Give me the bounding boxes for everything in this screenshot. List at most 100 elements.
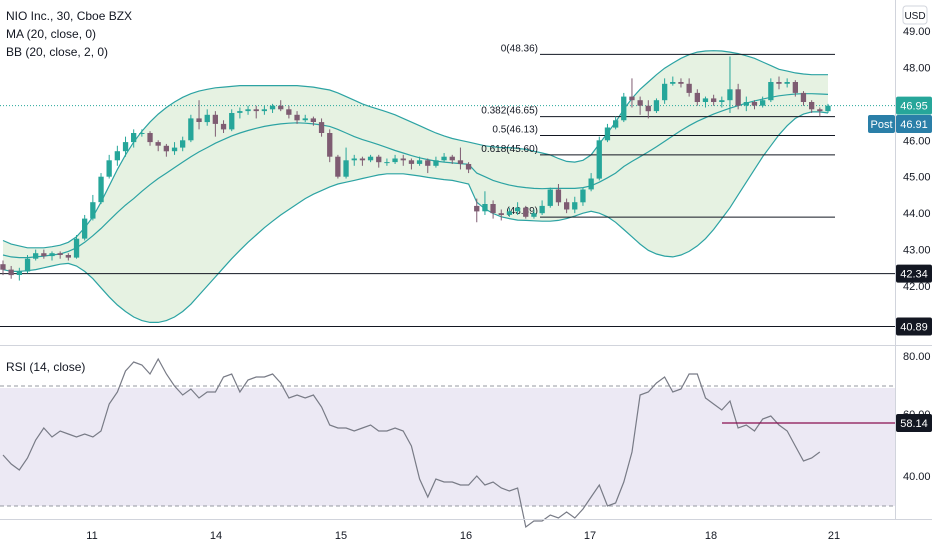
candle-body [49,253,55,257]
price-tick-label: 45.00 [903,172,931,184]
candle-body [727,89,733,101]
candle-body [204,114,210,123]
candle-body [114,151,120,161]
candle-body [98,176,104,203]
candle-body [743,102,749,106]
candle-body [122,142,129,152]
fib-label-1: 0.382(46.65) [481,106,538,117]
candle-body [139,133,145,134]
candle-body [376,156,382,163]
candle-body [686,83,692,93]
rsi-line [2,357,821,529]
candle-body [278,105,284,110]
candle-body [514,207,521,212]
candle-body [253,109,259,112]
candle-body [825,105,831,112]
candle-body [24,258,31,272]
candle-body [735,89,741,106]
candle-body [351,158,357,161]
candle-body [792,82,798,93]
time-tick-label: 21 [828,530,840,542]
candle-body [359,158,366,161]
candle-body [33,253,39,259]
candle-body [310,118,316,122]
candle-body [0,264,6,270]
candle-body [653,100,660,112]
time-axis[interactable]: 11 14 15 16 17 18 21 [86,530,840,542]
candle-body [457,160,464,164]
candle-body [294,114,300,121]
bb-legend[interactable]: BB (20, close, 2, 0) [6,45,108,59]
time-tick-label: 17 [584,530,596,542]
fib-label-2: 0.5(46.13) [492,125,538,136]
rsi-badge: 58.14 [900,418,928,430]
candle-body [416,160,423,164]
candle-body [768,82,774,101]
candle-body [433,160,439,166]
candle-body [229,113,235,130]
price-tick-label: 46.00 [903,135,931,147]
candle-body [367,156,374,161]
candle-body [465,164,472,170]
candle-body [237,111,243,113]
candle-body [784,82,790,84]
candle-body [580,189,586,203]
fib-label-0: 0(48.36) [501,43,538,54]
price-tick-label: 43.00 [903,245,931,257]
candle-body [180,140,186,148]
rsi-legend[interactable]: RSI (14, close) [6,360,85,374]
candle-body [751,102,758,106]
currency-box[interactable] [902,5,928,25]
candle-body [490,204,496,214]
candle-body [65,255,71,258]
candle-body [629,96,635,101]
candle-body [498,213,504,215]
candle-body [171,147,178,152]
candle-body [776,82,782,84]
candle-body [474,205,480,212]
candle-body [335,156,341,177]
candle-body [384,162,390,164]
candle-body [196,118,202,122]
candle-body [817,109,823,112]
candle-body [73,238,80,258]
candle-body [719,100,725,102]
last-price-badge: 46.95 [900,101,928,113]
candle-body [400,158,406,161]
time-tick-label: 11 [86,530,97,542]
candle-body [596,140,602,179]
candle-body [800,92,807,102]
line-price-badge-1-box [896,264,932,283]
candle-body [425,160,431,166]
price-tick-label: 44.00 [903,208,931,220]
rsi-band [0,388,895,506]
currency-label: USD [904,11,925,22]
candle-body [694,92,700,102]
candle-body [547,189,553,206]
candle-body [212,114,218,124]
candle-body [441,156,447,161]
post-label-badge-box [868,115,895,133]
candle-body [188,118,194,141]
candle-body [261,109,267,112]
candle-body [220,123,227,130]
ma-legend[interactable]: MA (20, close, 0) [6,27,96,41]
time-tick-label: 18 [705,530,717,542]
fib-label-3: 0.618(45.60) [481,144,538,155]
candle-body [670,82,676,84]
line-price-badge-2: 40.89 [900,321,928,333]
candle-body [588,178,594,190]
candle-body [269,105,276,110]
candle-body [555,189,562,203]
rsi-tick-label: 40.00 [903,471,931,483]
post-price-badge: 46.91 [900,119,928,131]
candle-body [572,202,578,210]
price-axis[interactable]: 49.0048.0047.0046.0045.0044.0043.0042.00… [903,26,931,483]
time-tick-label: 16 [460,530,472,542]
candle-body [662,83,668,101]
candle-body [506,211,513,215]
candle-body [343,160,349,177]
symbol-legend[interactable]: NIO Inc., 30, Cboe BZX [6,9,132,23]
candle-body [621,96,627,121]
rsi-pane [0,357,895,529]
